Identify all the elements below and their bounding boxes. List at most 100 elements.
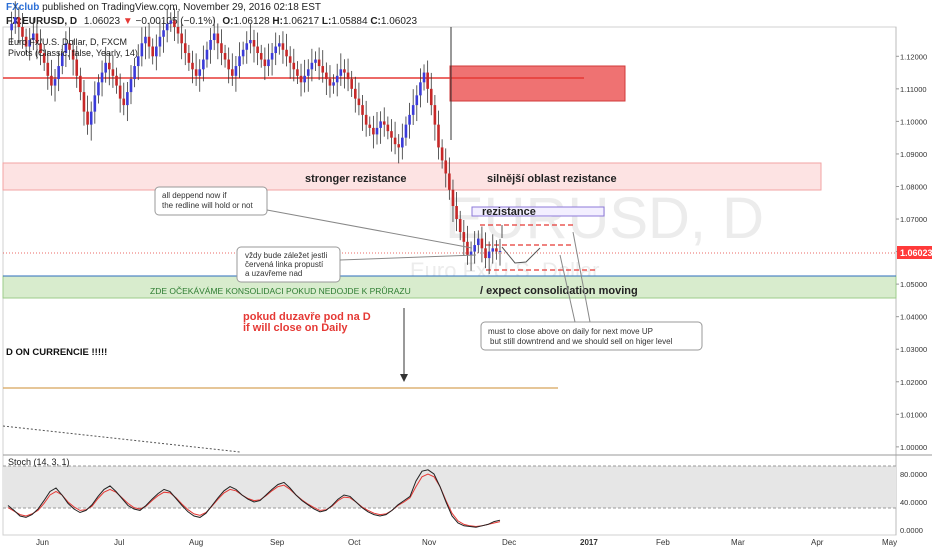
candle-body [147, 36, 151, 47]
candle-body [35, 33, 39, 44]
candle-body [209, 40, 212, 50]
candle-body [328, 79, 332, 86]
candle-body [252, 40, 256, 47]
candle-body [270, 53, 274, 60]
stoch-tick-label: 40.0000 [900, 498, 927, 507]
candle-body [335, 75, 339, 83]
price-tick-label: 1.05000 [900, 280, 927, 289]
symbol-watermark: EURUSD, D [445, 186, 764, 251]
candle-body [263, 59, 267, 67]
candle-body [285, 49, 288, 57]
candle-body [484, 248, 487, 259]
candle-body [404, 124, 408, 138]
candle-body [79, 75, 82, 93]
candle-body [13, 17, 17, 24]
candle-body [401, 137, 404, 148]
candle-body [393, 137, 397, 145]
candle-body [129, 79, 133, 93]
callout-close-above-box [480, 321, 703, 351]
candle-body [397, 144, 401, 148]
candle-body [306, 69, 310, 76]
candle-body [155, 46, 158, 57]
candle-body [332, 82, 335, 86]
candle-body [415, 95, 419, 106]
price-tick-label: 1.07000 [900, 215, 927, 224]
price-tick-label: 1.01000 [900, 410, 927, 419]
candle-body [50, 75, 53, 86]
candle-body [169, 20, 173, 24]
candle-body [314, 59, 317, 63]
published-text: published on TradingView.com, November 2… [42, 2, 322, 13]
candle-body [278, 43, 281, 47]
price-tick-label: 1.11000 [900, 85, 927, 94]
candle-body [292, 62, 296, 70]
candle-body [325, 72, 328, 80]
candle-body [205, 49, 209, 60]
candle-body [372, 127, 375, 135]
candle-body [343, 69, 346, 73]
candle-body [444, 160, 448, 174]
silnejsi-resistance-label: silnější oblast rezistance [487, 173, 617, 185]
pivots-legend-label: Pivots (Classic, false, Yearly, 14) [8, 48, 138, 58]
candle-body [487, 251, 491, 259]
candle-body [451, 189, 455, 207]
publish-header: FXclub published on TradingView.com, Nov… [6, 2, 321, 13]
candle-body [151, 46, 155, 57]
callout-close-above-line1: must to close above on daily for next mo… [488, 327, 653, 336]
projection-path [501, 246, 541, 264]
time-tick-label: Jun [36, 538, 49, 547]
candle-body [60, 53, 64, 67]
candle-body [82, 92, 86, 112]
time-tick-label: May [882, 538, 897, 547]
candle-body [350, 79, 353, 89]
candle-body [321, 66, 325, 73]
candle-body [357, 98, 361, 106]
time-tick-label: 2017 [580, 538, 598, 547]
candle-body [419, 82, 422, 96]
down-arrow-icon [400, 374, 408, 382]
time-tick-label: Sep [270, 538, 285, 547]
candle-body [364, 114, 368, 125]
publisher-name[interactable]: FXclub [6, 2, 40, 13]
candle-body [220, 43, 223, 54]
candle-body [498, 250, 502, 252]
time-tick-label: Jul [114, 538, 124, 547]
candle-body [136, 56, 140, 67]
candle-body [24, 36, 28, 47]
candle-body [386, 124, 390, 132]
candle-body [317, 59, 321, 67]
candle-body [495, 248, 498, 252]
resistance-label: rezistance [482, 206, 536, 218]
close-label: C: [370, 16, 381, 27]
candle-body [368, 124, 372, 128]
upper-resistance-zone [2, 162, 822, 191]
stoch-band-area [3, 466, 896, 508]
consolidation-zone-label: ZDE OČEKÁVÁME KONSOLIDACI POKUD NEDOJDE … [150, 285, 411, 296]
candle-body [158, 36, 162, 47]
price-tick-label: 1.09000 [900, 150, 927, 159]
current-price-label: 1.06023 [900, 248, 932, 258]
candle-body [97, 82, 100, 96]
candle-body [274, 46, 278, 54]
candle-body [469, 251, 473, 255]
candle-body [115, 75, 118, 86]
red-note-line1: pokud duzavře pod na D [243, 311, 371, 323]
candle-body [408, 114, 411, 125]
time-tick-label: Oct [348, 538, 361, 547]
stoch-axis: 80.0000 40.0000 0.0000 [900, 470, 927, 535]
candle-body [126, 92, 129, 106]
candle-body [111, 69, 115, 76]
candle-body [212, 33, 216, 41]
candle-body [249, 40, 252, 44]
candle-body [480, 238, 484, 249]
candle-body [202, 59, 205, 70]
callout-czech-line3: a uzavřeme nad [245, 269, 302, 278]
candle-body [230, 69, 234, 76]
candle-body [176, 27, 180, 34]
candle-body [133, 66, 136, 80]
candle-body [455, 206, 458, 220]
resistance-box [471, 206, 605, 217]
candle-body [140, 43, 144, 57]
candle-body [437, 124, 440, 148]
